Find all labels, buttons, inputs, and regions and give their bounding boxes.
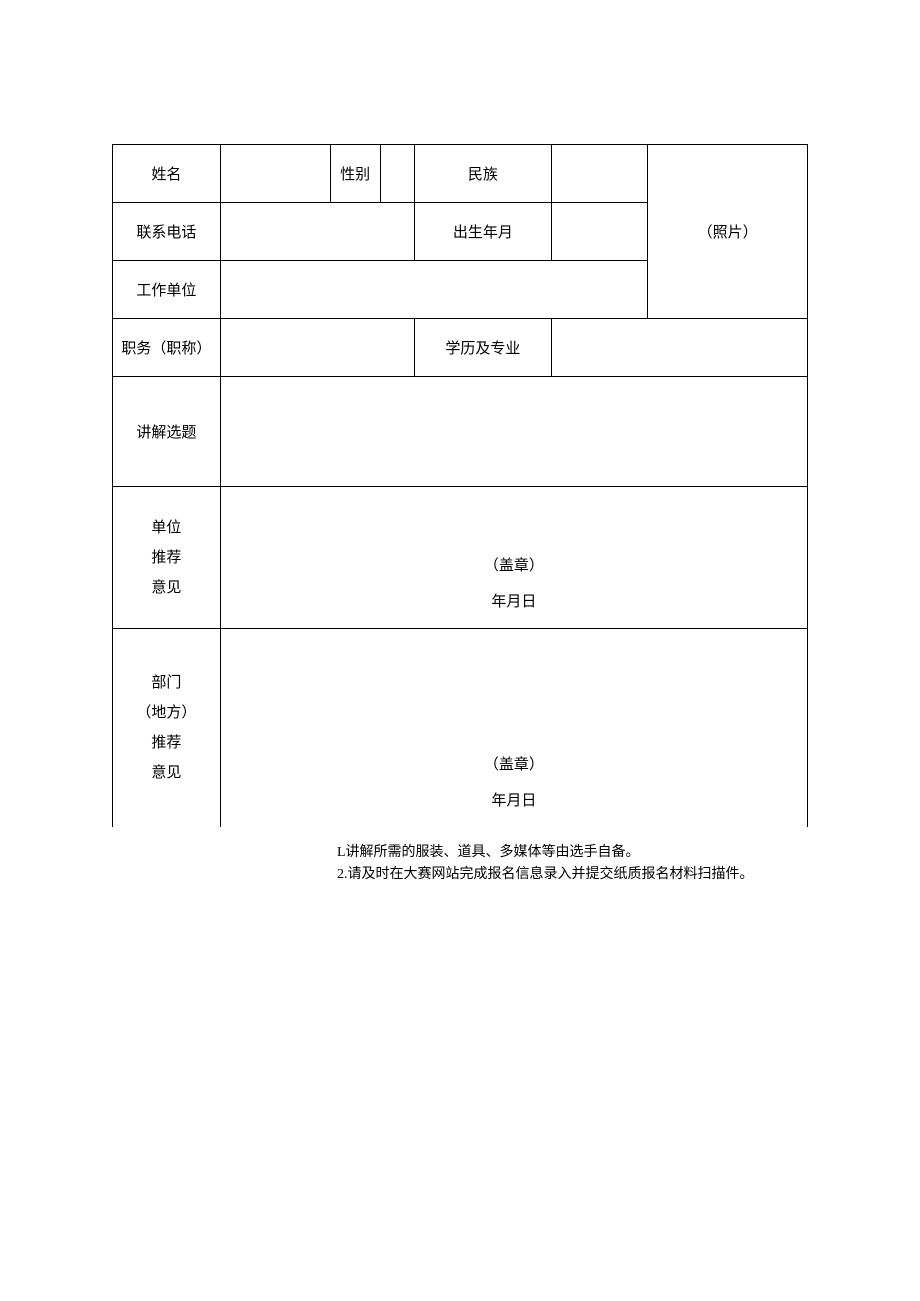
label-topic: 讲解选题 — [113, 377, 221, 487]
dept-rec-line2: （地方） — [113, 698, 220, 728]
label-birth: 出生年月 — [414, 203, 552, 261]
table-row: 姓名 性别 民族 （照片） — [113, 145, 808, 203]
label-dept-recommendation: 部门 （地方） 推荐 意见 — [113, 629, 221, 827]
value-position[interactable] — [220, 319, 414, 377]
registration-form: 姓名 性别 民族 （照片） 联系电话 出生年月 工作单位 职务（职称） 学历及专… — [112, 144, 808, 827]
form-table: 姓名 性别 民族 （照片） 联系电话 出生年月 工作单位 职务（职称） 学历及专… — [112, 144, 808, 827]
dept-rec-line4: 意见 — [113, 758, 220, 788]
value-education[interactable] — [552, 319, 808, 377]
value-ethnicity[interactable] — [552, 145, 648, 203]
table-row: 单位 推荐 意见 （盖章） 年月日 — [113, 487, 808, 629]
value-topic[interactable] — [220, 377, 807, 487]
date-label: 年月日 — [221, 783, 807, 819]
date-label: 年月日 — [221, 584, 807, 620]
label-ethnicity: 民族 — [414, 145, 552, 203]
value-name[interactable] — [220, 145, 330, 203]
value-phone[interactable] — [220, 203, 414, 261]
footer-notes: L讲解所需的服装、道具、多媒体等由选手自备。 2.请及时在大赛网站完成报名信息录… — [337, 842, 754, 887]
table-row: 部门 （地方） 推荐 意见 （盖章） 年月日 — [113, 629, 808, 827]
label-phone: 联系电话 — [113, 203, 221, 261]
label-workunit: 工作单位 — [113, 261, 221, 319]
label-position: 职务（职称） — [113, 319, 221, 377]
stamp-block: （盖章） 年月日 — [221, 548, 807, 620]
unit-rec-line1: 单位 — [113, 513, 220, 543]
unit-rec-line3: 意见 — [113, 573, 220, 603]
stamp-label: （盖章） — [221, 747, 807, 783]
label-gender: 性别 — [330, 145, 380, 203]
label-name: 姓名 — [113, 145, 221, 203]
stamp-label: （盖章） — [221, 548, 807, 584]
table-row: 讲解选题 — [113, 377, 808, 487]
value-birth[interactable] — [552, 203, 648, 261]
value-workunit[interactable] — [220, 261, 647, 319]
dept-rec-line1: 部门 — [113, 668, 220, 698]
table-row: 职务（职称） 学历及专业 — [113, 319, 808, 377]
label-education: 学历及专业 — [414, 319, 552, 377]
unit-recommendation-content[interactable]: （盖章） 年月日 — [220, 487, 807, 629]
value-gender[interactable] — [380, 145, 414, 203]
note-line-2: 2.请及时在大赛网站完成报名信息录入并提交纸质报名材料扫描件。 — [337, 864, 754, 886]
photo-cell[interactable]: （照片） — [648, 145, 808, 319]
unit-rec-line2: 推荐 — [113, 543, 220, 573]
stamp-block: （盖章） 年月日 — [221, 747, 807, 819]
dept-rec-line3: 推荐 — [113, 728, 220, 758]
label-unit-recommendation: 单位 推荐 意见 — [113, 487, 221, 629]
note-line-1: L讲解所需的服装、道具、多媒体等由选手自备。 — [337, 842, 754, 864]
dept-recommendation-content[interactable]: （盖章） 年月日 — [220, 629, 807, 827]
